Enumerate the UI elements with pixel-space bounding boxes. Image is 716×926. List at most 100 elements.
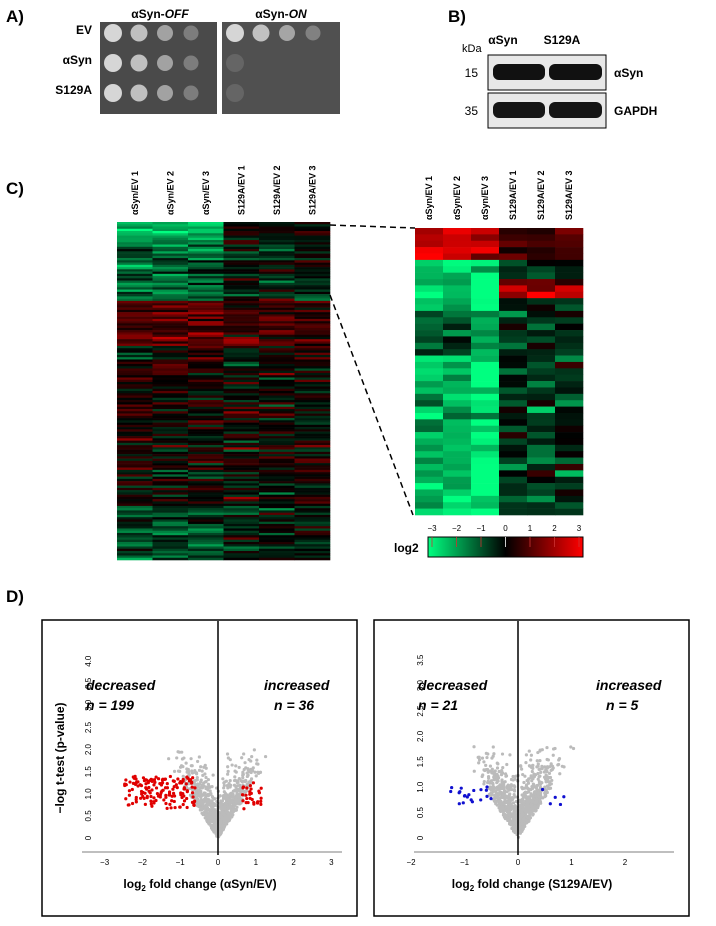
column-label: S129A/EV 3 xyxy=(564,170,574,220)
heatmap-cell xyxy=(294,510,331,513)
heatmap-cell xyxy=(259,287,295,290)
heatmap-cell xyxy=(117,260,153,263)
heatmap-cell xyxy=(443,406,472,414)
heatmap-cell xyxy=(117,514,153,518)
heatmap-cell xyxy=(117,377,153,381)
heatmap-cell xyxy=(152,458,189,462)
heatmap-cell xyxy=(152,393,189,396)
plate-header: αSyn-OFF xyxy=(131,7,189,21)
unit: kDa xyxy=(462,43,482,55)
heatmap-cell xyxy=(152,503,189,507)
point xyxy=(233,802,237,806)
heatmap-cell xyxy=(259,391,295,394)
heatmap-cell xyxy=(294,514,331,518)
heatmap-cell xyxy=(415,279,444,286)
heatmap-cell xyxy=(259,305,295,308)
point xyxy=(538,748,542,752)
heatmap-cell xyxy=(294,463,331,466)
heatmap-cell xyxy=(152,501,189,504)
annotation: increased xyxy=(596,677,662,693)
heatmap-cell xyxy=(259,523,295,527)
heatmap-cell xyxy=(117,557,153,561)
point xyxy=(189,757,193,761)
heatmap-cell xyxy=(152,433,189,437)
heatmap-cell xyxy=(152,345,189,349)
heatmap-cell xyxy=(188,289,224,293)
point xyxy=(235,794,240,799)
heatmap-cell xyxy=(188,348,224,351)
heatmap-cell xyxy=(471,457,500,465)
spot xyxy=(226,54,244,72)
heatmap-cell xyxy=(259,418,295,421)
heatmap-cell xyxy=(188,305,224,308)
heatmap-cell xyxy=(443,355,472,363)
heatmap-cell xyxy=(294,528,331,532)
heatmap-cell xyxy=(294,327,331,331)
point xyxy=(263,754,268,759)
heatmap-cell xyxy=(499,228,528,235)
heatmap-cell xyxy=(471,451,500,458)
point xyxy=(492,752,496,756)
point xyxy=(488,785,492,789)
heatmap-cell xyxy=(117,409,153,412)
lane-label: S129A xyxy=(544,33,581,47)
point-decreased xyxy=(170,799,174,803)
heatmap-cell xyxy=(188,278,224,281)
point xyxy=(521,798,525,802)
point xyxy=(550,767,555,772)
heatmap-cell xyxy=(471,368,500,375)
heatmap-cell xyxy=(294,530,331,534)
heatmap-cell xyxy=(117,496,153,500)
heatmap-cell xyxy=(294,305,331,308)
heatmap-cell xyxy=(294,472,331,475)
heatmap-cell xyxy=(188,537,224,541)
point-decreased xyxy=(171,791,176,795)
heatmap-cell xyxy=(117,350,153,353)
heatmap-cell xyxy=(152,449,189,453)
heatmap-cell xyxy=(223,296,260,299)
heatmap-cell xyxy=(527,502,556,509)
heatmap-cell xyxy=(188,454,224,457)
heatmap-cell xyxy=(152,514,189,518)
heatmap-cell xyxy=(117,505,153,509)
heatmap-cell xyxy=(259,233,295,236)
heatmap-cell xyxy=(471,495,500,503)
heatmap-cell xyxy=(499,330,528,337)
heatmap-cell xyxy=(223,460,260,464)
heatmap-cell xyxy=(117,523,153,527)
heatmap-cell xyxy=(188,325,224,329)
heatmap-cell xyxy=(188,339,224,342)
y-tick-label: 4.0 xyxy=(84,655,93,667)
point xyxy=(519,809,523,814)
point xyxy=(526,798,530,802)
point xyxy=(199,765,203,769)
heatmap-cell xyxy=(117,546,153,550)
point xyxy=(538,799,542,803)
point-decreased xyxy=(185,789,189,793)
heatmap-cell xyxy=(259,228,295,232)
heatmap-cell xyxy=(223,359,260,363)
heatmap-cell xyxy=(188,510,224,513)
point xyxy=(524,753,529,757)
heatmap-cell xyxy=(117,276,153,279)
colorbar-tick-label: −1 xyxy=(476,524,486,533)
y-tick-label: 1.0 xyxy=(416,781,425,793)
heatmap-cell xyxy=(294,316,331,320)
point-increased xyxy=(259,802,263,806)
heatmap-cell xyxy=(117,307,153,311)
heatmap-cell xyxy=(188,350,224,353)
heatmap-cell xyxy=(527,272,556,280)
spot xyxy=(104,54,122,72)
point xyxy=(522,795,526,799)
heatmap-cell xyxy=(294,478,331,482)
heatmap-cell xyxy=(527,381,556,388)
point xyxy=(492,771,497,775)
heatmap-cell xyxy=(152,246,189,250)
heatmap-cell xyxy=(223,523,260,527)
heatmap-cell xyxy=(259,255,295,259)
heatmap-cell xyxy=(152,476,189,480)
point xyxy=(180,750,184,754)
heatmap-cell xyxy=(223,474,260,477)
heatmap-cell xyxy=(443,310,472,318)
heatmap-cell xyxy=(188,424,224,428)
